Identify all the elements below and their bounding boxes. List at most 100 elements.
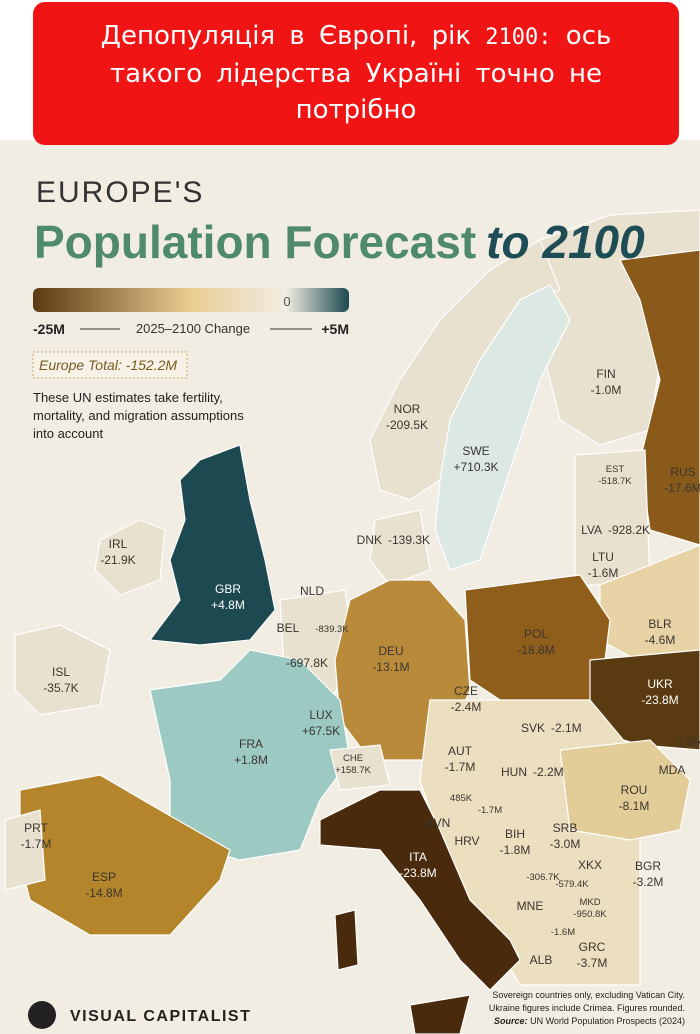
map-label: LTU [592,550,614,564]
map-label: -1.8M [500,843,531,857]
map-label: RUS [670,465,695,479]
legend-caption: 2025–2100 Change [136,321,250,336]
map-label: +67.5K [302,724,340,738]
map-label: DEU [378,644,403,658]
map-label: -2.4M [451,700,482,714]
map-label: -23.8M [399,866,436,880]
map-label: BIH [505,827,525,841]
total-box [32,351,188,379]
footnote: Sovereign countries only, excluding Vati… [492,990,685,1000]
country-dnk [369,509,431,586]
map-label: SVN [426,816,451,830]
map-label: SVK [521,721,545,735]
map-label: -1.6M [588,566,619,580]
map-label: +4.8M [211,598,245,612]
map-label: FIN [596,367,615,381]
footnote: Ukraine figures include Crimea. Figures … [489,1003,685,1013]
title-accent: to 2100 [486,216,645,268]
map-label: SRB [553,821,578,835]
map-label: -3.2M [633,875,664,889]
map-label: BLR [648,617,672,631]
map-label: UKR [647,677,673,691]
banner-text: 2100: [485,25,552,50]
banner-text: Депопуляція в Європі, рік [100,21,486,51]
title-main: Population Forecast [34,216,476,268]
map-label: NOR [394,402,421,416]
map-label: ROU [621,783,648,797]
map-label: LUX [309,708,332,722]
map-label: -2.1M [551,721,582,735]
map-label: -209.5K [386,418,428,432]
source-text: UN World Population Prospects (2024) [530,1016,685,1026]
banner: Депопуляція в Європі, рік 2100: ось тако… [33,2,679,145]
map-label: -1.6M [551,927,575,938]
country-swe [434,284,571,571]
map-label: DNK [357,533,382,547]
country-isl [14,624,111,716]
country-che [329,744,391,791]
country-gbr [148,444,276,646]
title-kicker: EUROPE'S [36,176,204,209]
map-label: +1.8M [234,753,268,767]
country-prt [4,809,46,891]
title: Population Forecast to 2100 [34,216,645,268]
map-label: -13.1M [372,660,409,674]
map-label: -579.4K [555,879,589,890]
logo: VISUAL CAPITALIST [70,1008,251,1025]
logo-icon [28,1001,56,1029]
map-label: +710.3K [453,460,498,474]
map-label: BGR [635,859,661,873]
map-label: -139.3K [388,533,430,547]
map-label: 485K [450,793,473,804]
banner-text: ось такого лідерства Україні точно не по… [109,21,612,125]
map-label: PRT [24,821,48,835]
map-label: XKX [578,858,602,872]
map-label: -1.7M [478,805,502,816]
map-label: MDA [659,763,686,777]
map-label: -4.6M [645,633,676,647]
map-label: GRC [579,940,606,954]
source-label: Source: [494,1016,528,1026]
map-label: -3.0M [550,837,581,851]
map-label: SWE [462,444,489,458]
map-label: -697.8K [286,656,328,670]
island-sardinia [334,909,359,971]
map-label: -1.0M [591,383,622,397]
country-irl [94,519,166,596]
country-rou [559,739,691,841]
map-label: -950.8K [573,909,607,920]
map-label: -3.7M [577,956,608,970]
map-label: -1.5M [673,735,700,749]
map-label: POL [524,627,548,641]
map-label: -518.7K [598,476,632,487]
map-label: ALB [530,953,553,967]
map-label: ESP [92,870,116,884]
map-label: -1.7M [445,760,476,774]
map-label: -306.7K [526,872,560,883]
map-label: IRL [109,537,128,551]
map-label: +158.7K [335,765,371,776]
map-label: -2.2M [533,765,564,779]
map-label: -8.1M [619,799,650,813]
map-label: HUN [501,765,527,779]
map-labels: NOR -209.5K SWE +710.3K FIN -1.0M EST-518.7K RU… [21,367,700,970]
map-label: -23.8M [641,693,678,707]
map-label: -18.8M [517,643,554,657]
legend-gradient [33,288,349,312]
note: mortality, and migration assumptions [33,408,244,423]
map-label: ISL [52,665,70,679]
map-label: EST [606,464,625,475]
map-label: MKD [579,897,600,908]
map-label: ITA [409,850,427,864]
map-label: MNE [517,899,544,913]
map-label: -21.9K [100,553,135,567]
map-label: NLD [300,584,324,598]
map-label: HRV [454,834,479,848]
map-label: -17.6M [664,481,700,495]
note: These UN estimates take fertility, [33,390,223,405]
map-label: -839.3K [315,624,349,635]
map-label: -1.7M [21,837,52,851]
map-label: -928.2K [608,523,650,537]
